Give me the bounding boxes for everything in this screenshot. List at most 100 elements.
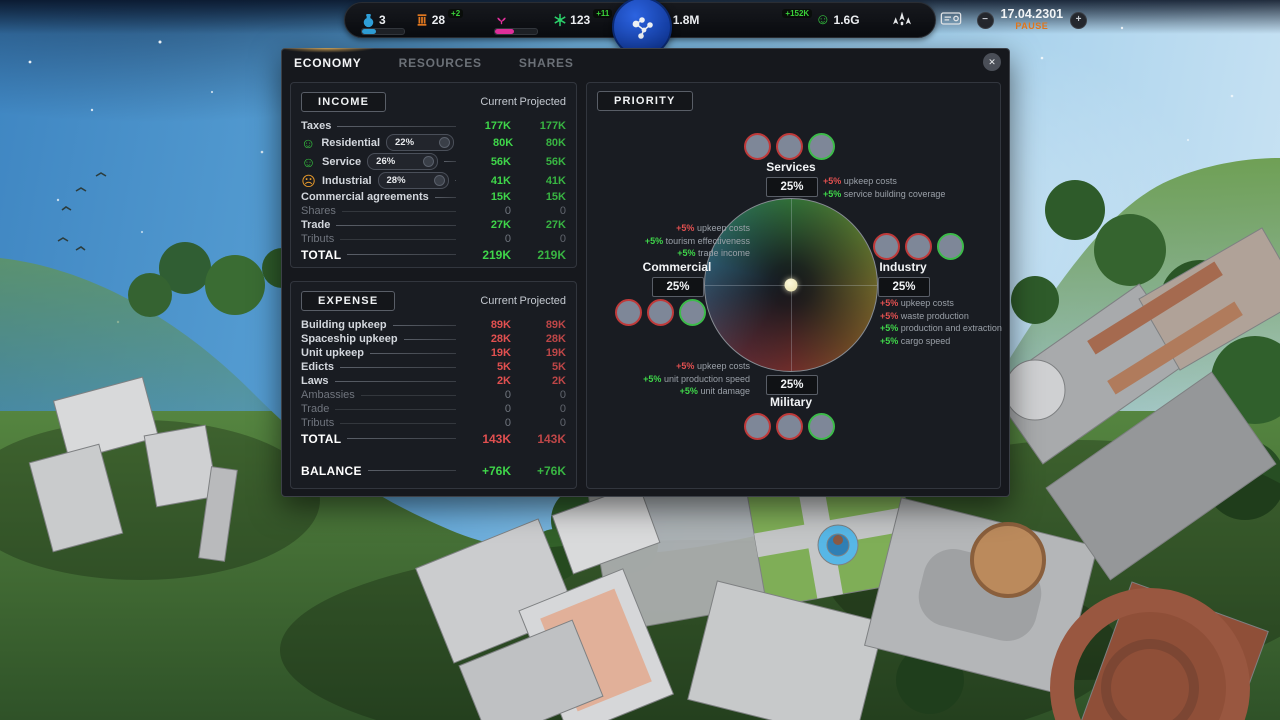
commercial-effects: +5% upkeep costs +5% tourism effectivene… bbox=[645, 222, 750, 260]
commercial-slots bbox=[615, 299, 706, 326]
row-label: Building upkeep bbox=[301, 319, 387, 331]
row-current: 28K bbox=[490, 333, 511, 345]
effect-percent: +5% bbox=[676, 223, 695, 233]
id-card-icon[interactable] bbox=[940, 11, 962, 29]
population-smiley-icon: ☺ bbox=[815, 11, 831, 28]
slider-knob[interactable] bbox=[439, 137, 451, 148]
slider-knob[interactable] bbox=[423, 156, 435, 167]
building-slot[interactable] bbox=[808, 133, 835, 160]
row-line bbox=[340, 366, 456, 368]
row-line bbox=[340, 238, 456, 240]
tab-shares[interactable]: SHARES bbox=[518, 56, 574, 70]
building-slot[interactable] bbox=[873, 233, 900, 260]
building-slot[interactable] bbox=[615, 299, 642, 326]
service-tax-slider[interactable]: 26% bbox=[367, 153, 439, 170]
effect-percent: +5% bbox=[880, 298, 899, 308]
population-value: 1.6G bbox=[833, 13, 860, 27]
row-projected: 219K bbox=[537, 247, 566, 262]
fuel-value: 3 bbox=[379, 13, 386, 27]
effect-percent: +5% bbox=[880, 310, 899, 321]
resource-influence[interactable]: 28 +2 bbox=[415, 8, 464, 32]
effect-percent: +5% bbox=[644, 235, 664, 246]
panel-body: INCOME Current Projected Taxes 177K 177K … bbox=[290, 82, 1002, 489]
row-current: 2K bbox=[496, 375, 511, 387]
science-icon bbox=[553, 13, 567, 27]
rare-bar bbox=[494, 28, 539, 35]
research-button[interactable] bbox=[612, 0, 672, 57]
resource-population[interactable]: +152K ☺ 1.6G bbox=[782, 8, 860, 32]
building-slot[interactable] bbox=[776, 413, 803, 440]
building-slot[interactable] bbox=[647, 299, 674, 326]
military-percent-box[interactable]: 25% bbox=[766, 375, 818, 395]
row-line bbox=[454, 180, 456, 181]
row-label: TOTAL bbox=[301, 431, 342, 446]
speed-plus-button[interactable]: + bbox=[1070, 11, 1088, 29]
birds bbox=[57, 172, 107, 251]
tab-economy[interactable]: ECONOMY bbox=[294, 56, 362, 70]
effect-text: waste production bbox=[900, 310, 969, 321]
industry-slots bbox=[873, 233, 964, 260]
slider-knob[interactable] bbox=[433, 175, 445, 186]
industrial-tax-slider[interactable]: 28% bbox=[377, 172, 449, 189]
row-projected: 0 bbox=[559, 205, 566, 217]
effect-line: +5% upkeep costs bbox=[643, 360, 750, 373]
building-slot[interactable] bbox=[679, 299, 706, 326]
priority-wheel[interactable] bbox=[704, 198, 878, 372]
fleet-icon[interactable] bbox=[891, 10, 913, 31]
speed-minus-button[interactable]: − bbox=[976, 11, 994, 29]
effect-percent: +5% bbox=[823, 176, 842, 186]
row-current: 80K bbox=[493, 136, 514, 149]
residential-tax-slider[interactable]: 22% bbox=[386, 134, 455, 151]
tab-resources[interactable]: RESOURCES bbox=[398, 56, 482, 70]
row-line bbox=[337, 125, 456, 127]
building-slot[interactable] bbox=[744, 413, 771, 440]
income-section: INCOME Current Projected Taxes 177K 177K … bbox=[290, 82, 577, 268]
effect-line: +5% trade income bbox=[645, 247, 750, 260]
building-slot[interactable] bbox=[776, 133, 803, 160]
resource-science[interactable]: 123 +11 bbox=[553, 8, 613, 32]
priority-column: PRIORITY Services 25% bbox=[586, 82, 1002, 489]
industry-percent-box[interactable]: 25% bbox=[878, 277, 930, 297]
balance-row: BALANCE +76K +76K bbox=[301, 462, 566, 479]
close-button[interactable]: ✕ bbox=[983, 53, 1001, 71]
expense-row-tributs: Tributs 0 0 bbox=[301, 416, 566, 430]
credits-value: 1.8M bbox=[672, 13, 700, 27]
priority-wheel-handle[interactable] bbox=[784, 278, 798, 292]
income-column-headers: Current Projected bbox=[468, 96, 566, 108]
row-projected: 89K bbox=[545, 319, 566, 331]
building-slot[interactable] bbox=[808, 413, 835, 440]
services-percent-box[interactable]: 25% bbox=[766, 177, 818, 197]
row-projected: 19K bbox=[545, 347, 566, 359]
research-network-icon bbox=[632, 17, 653, 39]
happy-face-icon: ☺ bbox=[301, 134, 316, 151]
building-slot[interactable] bbox=[744, 133, 771, 160]
col-projected: Projected bbox=[519, 295, 566, 307]
income-row-industrial: ☹ Industrial 28% 41K 41K bbox=[301, 171, 566, 190]
row-current: 177K bbox=[484, 120, 511, 132]
pillar-icon bbox=[415, 13, 429, 27]
effect-percent: +5% bbox=[643, 373, 662, 384]
row-line bbox=[392, 324, 456, 326]
resource-fuel[interactable]: 3 bbox=[361, 8, 405, 35]
military-slots bbox=[744, 413, 835, 440]
expense-row-spaceship-upkeep: Spaceship upkeep 28K 28K bbox=[301, 332, 566, 346]
expense-row-ambassies: Ambassies 0 0 bbox=[301, 388, 566, 402]
expense-title-button[interactable]: EXPENSE bbox=[301, 291, 396, 311]
effect-text: service building coverage bbox=[843, 188, 946, 199]
building-slot[interactable] bbox=[905, 233, 932, 260]
commercial-percent-box[interactable]: 25% bbox=[652, 277, 704, 297]
effect-percent: +5% bbox=[679, 386, 698, 396]
effect-percent: +5% bbox=[880, 323, 899, 333]
row-current: 0 bbox=[504, 417, 511, 429]
industry-effects: +5% upkeep costs +5% waste production +5… bbox=[880, 297, 1002, 347]
row-label: Laws bbox=[301, 375, 329, 387]
effect-text: trade income bbox=[697, 248, 750, 258]
income-title-button[interactable]: INCOME bbox=[301, 92, 387, 112]
row-current: 143K bbox=[482, 431, 511, 446]
row-current: 89K bbox=[490, 319, 511, 331]
priority-title-button[interactable]: PRIORITY bbox=[597, 91, 693, 111]
row-line bbox=[340, 422, 456, 424]
resource-rare[interactable] bbox=[494, 8, 539, 35]
building-slot[interactable] bbox=[937, 233, 964, 260]
